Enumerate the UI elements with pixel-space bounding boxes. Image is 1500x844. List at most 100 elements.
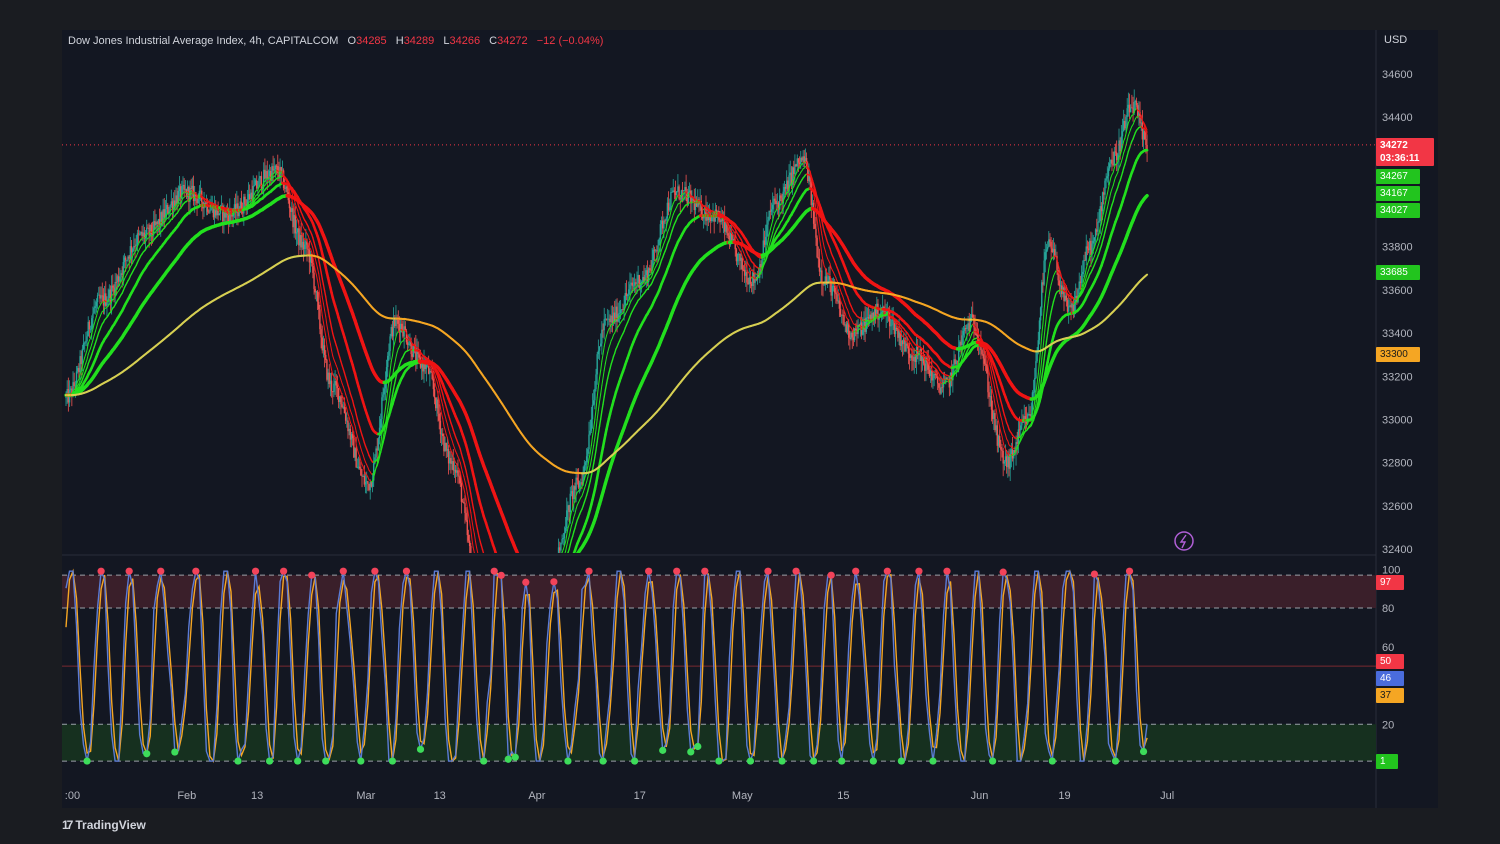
ma-ribbon-fast: [1112, 167, 1115, 174]
ma-ribbon-fast: [669, 210, 672, 218]
candle-body: [78, 368, 80, 373]
ma-ribbon-mid: [471, 499, 474, 508]
candle-body: [164, 209, 167, 218]
ma-ribbon-fast: [526, 647, 527, 648]
candle-body: [910, 355, 912, 358]
ma-ribbon-fast: [907, 343, 911, 348]
candle-body: [914, 356, 917, 363]
candle-body: [73, 382, 75, 386]
candle-body: [981, 350, 983, 355]
candle-body: [141, 231, 143, 237]
ma-ribbon-fast: [563, 541, 567, 547]
ma-ribbon-mid: [997, 390, 1001, 398]
ma-ribbon-fast: [363, 458, 367, 463]
candle-body: [647, 268, 650, 282]
ma-ribbon-fast: [314, 258, 317, 264]
candle-body: [1128, 104, 1131, 113]
candle-body: [354, 448, 356, 458]
candle-body: [155, 221, 157, 226]
ma-ribbon-fast: [159, 221, 162, 226]
ma-ribbon-fast: [135, 246, 138, 251]
ma-ribbon-fast: [367, 476, 370, 481]
ma-ribbon-fast: [443, 425, 446, 431]
candle-body: [117, 276, 120, 282]
ma-ribbon-mid: [356, 418, 360, 424]
ma-ribbon-mid: [1004, 417, 1008, 424]
ma-ribbon-fast: [666, 229, 670, 234]
candle-body: [263, 169, 265, 187]
candle-body: [271, 166, 273, 181]
candle-body: [1127, 104, 1130, 109]
candle-body: [85, 340, 87, 343]
ma-ribbon-fast: [499, 609, 500, 611]
ma-ribbon-fast: [358, 439, 361, 445]
candle-body: [389, 336, 391, 352]
ma-ribbon-mid: [821, 219, 824, 227]
candle-body: [707, 214, 710, 221]
ma-ribbon-fast: [441, 400, 444, 406]
candle-body: [673, 190, 676, 193]
ma-ribbon-fast: [1058, 268, 1061, 274]
candle-body: [314, 288, 316, 293]
candle-body: [968, 323, 970, 331]
ma-ribbon-mid: [516, 637, 517, 639]
ma-ribbon-mid: [1104, 226, 1107, 233]
candle-body: [346, 420, 348, 422]
candle-body: [300, 235, 302, 248]
ma-ribbon-fast: [379, 443, 382, 452]
ma-ribbon-fast: [806, 162, 809, 168]
candle-body: [629, 284, 631, 290]
candle-body: [410, 341, 412, 355]
candle-body: [230, 209, 232, 215]
candle-body: [306, 240, 308, 249]
ma-ribbon-fast: [464, 480, 467, 488]
candle-body: [121, 273, 123, 275]
candle-body: [399, 323, 402, 333]
candle-body: [893, 319, 896, 335]
ma-ribbon-fast: [968, 328, 971, 334]
ma-ribbon-fast: [593, 437, 596, 447]
candle-body: [1087, 248, 1090, 251]
ma-ribbon-fast: [824, 267, 827, 273]
candle-body: [846, 322, 849, 333]
candle-body: [307, 248, 309, 250]
candle-body: [645, 270, 648, 275]
candle-body: [764, 236, 767, 245]
ma-ribbon-fast: [562, 558, 563, 561]
candle-body: [794, 164, 796, 175]
candle-body: [343, 406, 346, 414]
candle-body: [621, 309, 623, 311]
candle-body: [116, 276, 119, 283]
ma-ribbon-fast: [516, 648, 517, 650]
ma-ribbon-fast: [469, 505, 472, 513]
candle-body: [301, 241, 304, 248]
ma-ribbon-fast: [1100, 216, 1104, 225]
ma-ribbon-fast: [767, 234, 770, 243]
ma-ribbon-fast: [1145, 126, 1148, 131]
candle-body: [762, 240, 765, 258]
candle-body: [1146, 144, 1148, 150]
ma-ribbon-fast: [847, 318, 850, 324]
candle-body: [511, 649, 512, 655]
candle-body: [344, 413, 347, 421]
candle-body: [576, 477, 578, 481]
candle-body: [451, 461, 453, 464]
ma-ribbon-fast: [295, 206, 299, 211]
ma-ribbon-mid: [1041, 368, 1044, 378]
ma-ribbon-fast: [1055, 255, 1058, 260]
ma-ribbon-fast: [1001, 435, 1004, 443]
ma-ribbon-fast: [958, 357, 961, 364]
ma-ribbon-fast: [840, 299, 843, 304]
candle-body: [212, 204, 215, 218]
candle-body: [797, 158, 800, 163]
ma-ribbon-mid: [1048, 317, 1051, 326]
ma-ribbon-fast: [1103, 217, 1106, 225]
candle-body: [312, 262, 314, 273]
ma-ribbon-fast: [986, 357, 989, 366]
ma-ribbon-fast: [456, 453, 459, 458]
candle-body: [599, 343, 602, 347]
ma-ribbon-mid: [562, 568, 563, 571]
ma-ribbon-fast: [1105, 207, 1108, 214]
